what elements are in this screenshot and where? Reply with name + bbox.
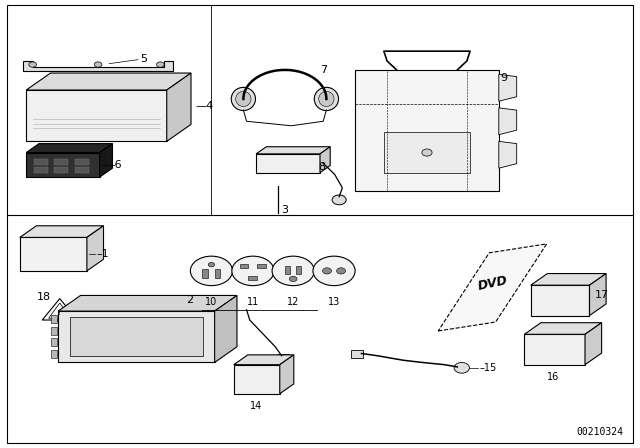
Circle shape — [232, 256, 274, 286]
Circle shape — [323, 268, 332, 274]
Polygon shape — [26, 73, 191, 90]
Polygon shape — [234, 355, 294, 365]
Polygon shape — [167, 73, 191, 142]
Polygon shape — [58, 311, 214, 362]
Polygon shape — [585, 323, 602, 365]
Bar — [276, 354, 289, 362]
Bar — [34, 167, 48, 172]
Bar — [51, 327, 57, 335]
Bar — [51, 315, 57, 323]
Bar — [34, 159, 48, 164]
Polygon shape — [26, 144, 113, 152]
Polygon shape — [20, 226, 104, 237]
Text: 2: 2 — [186, 295, 193, 305]
Text: –6: –6 — [109, 160, 122, 170]
Polygon shape — [26, 152, 100, 177]
Ellipse shape — [319, 91, 334, 107]
Bar — [215, 269, 220, 278]
Text: DVD: DVD — [476, 273, 509, 293]
Bar — [70, 317, 203, 356]
Text: 9: 9 — [500, 73, 508, 82]
Text: 17: 17 — [595, 290, 609, 301]
Bar — [296, 266, 301, 275]
Polygon shape — [499, 74, 516, 101]
Polygon shape — [234, 365, 280, 394]
Polygon shape — [438, 244, 547, 331]
Text: 12: 12 — [287, 297, 300, 307]
Text: 00210324: 00210324 — [577, 427, 623, 438]
Circle shape — [94, 62, 102, 67]
Text: 13: 13 — [328, 297, 340, 307]
Polygon shape — [23, 61, 173, 71]
Text: 8: 8 — [319, 162, 326, 172]
Bar — [54, 167, 68, 172]
Circle shape — [313, 256, 355, 286]
Polygon shape — [355, 70, 499, 190]
Text: 18: 18 — [37, 292, 51, 302]
Bar — [285, 266, 290, 275]
Text: !: ! — [58, 310, 61, 316]
Polygon shape — [58, 296, 237, 311]
Polygon shape — [280, 355, 294, 394]
Circle shape — [190, 256, 232, 286]
Ellipse shape — [231, 87, 255, 111]
Bar — [54, 159, 68, 164]
Text: 7: 7 — [320, 65, 327, 75]
Text: 11: 11 — [247, 297, 259, 307]
Circle shape — [289, 276, 297, 282]
Bar — [240, 264, 248, 268]
Polygon shape — [531, 274, 606, 285]
Polygon shape — [256, 154, 320, 172]
Polygon shape — [214, 296, 237, 362]
Text: –15: –15 — [479, 363, 497, 373]
Ellipse shape — [314, 87, 339, 111]
Circle shape — [29, 62, 36, 67]
Circle shape — [332, 195, 346, 205]
Polygon shape — [499, 142, 516, 168]
Polygon shape — [100, 144, 113, 177]
Polygon shape — [524, 323, 602, 334]
Polygon shape — [589, 274, 606, 315]
Bar — [51, 350, 57, 358]
Bar — [384, 133, 470, 172]
Text: 16: 16 — [547, 372, 559, 382]
Bar — [75, 159, 89, 164]
Circle shape — [337, 268, 346, 274]
Text: 10: 10 — [205, 297, 218, 307]
Text: –1: –1 — [97, 250, 109, 259]
Polygon shape — [320, 147, 330, 172]
Circle shape — [422, 149, 432, 156]
Bar — [257, 264, 266, 268]
Polygon shape — [531, 285, 589, 315]
Bar — [51, 338, 57, 346]
Bar — [202, 269, 207, 278]
Circle shape — [208, 263, 214, 267]
Polygon shape — [42, 298, 77, 320]
Circle shape — [157, 62, 164, 67]
Polygon shape — [256, 147, 330, 154]
Bar — [75, 167, 89, 172]
Polygon shape — [87, 226, 104, 271]
Circle shape — [272, 256, 314, 286]
Circle shape — [454, 362, 469, 373]
Text: 3: 3 — [282, 205, 289, 215]
Ellipse shape — [236, 91, 251, 107]
Text: —4: —4 — [195, 101, 214, 111]
Text: 5: 5 — [140, 54, 147, 64]
Bar — [248, 276, 257, 280]
Text: 14: 14 — [250, 401, 262, 411]
Polygon shape — [524, 334, 585, 365]
Polygon shape — [499, 108, 516, 135]
Polygon shape — [20, 237, 87, 271]
Polygon shape — [26, 90, 167, 142]
Bar — [351, 350, 364, 358]
